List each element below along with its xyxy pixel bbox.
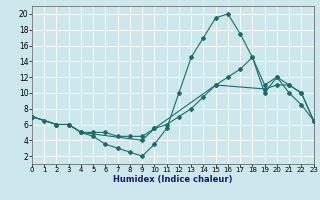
X-axis label: Humidex (Indice chaleur): Humidex (Indice chaleur)	[113, 175, 233, 184]
